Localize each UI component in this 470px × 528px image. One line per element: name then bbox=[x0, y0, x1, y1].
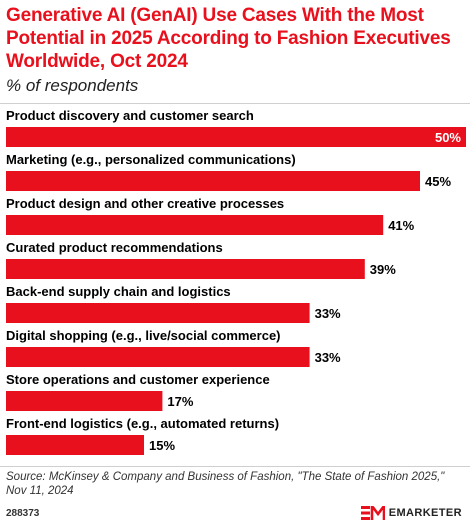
chart-subtitle: % of respondents bbox=[6, 76, 139, 95]
value-label: 39% bbox=[370, 262, 396, 277]
value-label: 33% bbox=[315, 350, 341, 365]
bar bbox=[6, 127, 466, 147]
brand-name: EMARKETER bbox=[388, 507, 462, 519]
value-label: 17% bbox=[167, 394, 193, 409]
emarketer-logo-icon bbox=[360, 506, 385, 520]
category-label: Front-end logistics (e.g., automated ret… bbox=[6, 416, 279, 431]
chart-id: 288373 bbox=[6, 508, 40, 519]
value-label: 41% bbox=[388, 218, 414, 233]
category-label: Back-end supply chain and logistics bbox=[6, 284, 231, 299]
bar-chart: Product discovery and customer search 50%… bbox=[6, 108, 466, 455]
brand-block: EMARKETER bbox=[360, 504, 462, 522]
value-label: 33% bbox=[315, 306, 341, 321]
category-label: Product discovery and customer search bbox=[6, 108, 254, 123]
bar bbox=[6, 215, 384, 235]
category-label: Product design and other creative proces… bbox=[6, 196, 284, 211]
bar bbox=[6, 171, 420, 191]
bar bbox=[6, 303, 310, 323]
chart-title: Generative AI (GenAI) Use Cases With the… bbox=[6, 5, 451, 72]
bar bbox=[6, 391, 163, 411]
value-label: 15% bbox=[149, 438, 175, 453]
bar bbox=[6, 435, 144, 455]
source-note: Source: McKinsey & Company and Business … bbox=[6, 471, 445, 497]
bar bbox=[6, 347, 310, 367]
value-label: 50% bbox=[435, 130, 461, 145]
top-divider bbox=[0, 103, 470, 104]
category-label: Store operations and customer experience bbox=[6, 372, 270, 387]
category-label: Digital shopping (e.g., live/social comm… bbox=[6, 328, 281, 343]
category-label: Marketing (e.g., personalized communicat… bbox=[6, 152, 296, 167]
value-label: 45% bbox=[425, 174, 451, 189]
bar bbox=[6, 259, 365, 279]
category-label: Curated product recommendations bbox=[6, 240, 223, 255]
bottom-divider bbox=[0, 466, 470, 467]
